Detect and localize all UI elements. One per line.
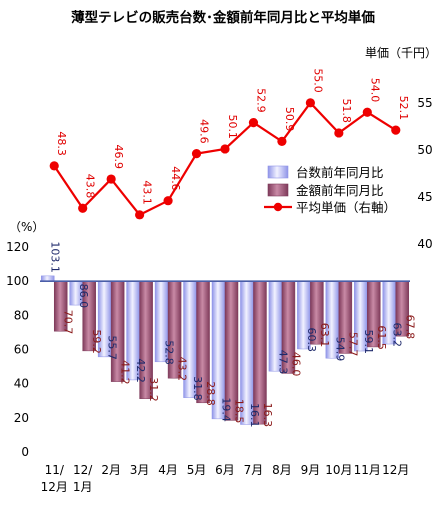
price-line-layer: 48.3 43.8 46.9 43.1 44.6 49.6 50.1 52.9 50.9 55.0… — [49, 68, 410, 220]
data-label-price: 48.3 — [55, 131, 68, 156]
category-label: 12月 — [382, 463, 409, 477]
category-label: 7月 — [244, 463, 264, 477]
price-marker — [163, 196, 173, 206]
left-tick-label: 120 — [6, 240, 29, 254]
category-label: 4月 — [158, 463, 178, 477]
data-label-amount: 70.7 — [62, 310, 75, 335]
data-label-count: 52.8 — [163, 340, 176, 365]
legend-swatch-amount — [267, 183, 289, 197]
data-label-price: 43.1 — [141, 180, 154, 205]
category-label: 12/1月 — [73, 463, 93, 494]
right-tick-label: 50 — [417, 143, 432, 157]
data-label-count: 47.3 — [276, 350, 289, 375]
data-label-price: 50.9 — [283, 107, 296, 132]
left-axis-unit: （%） — [9, 220, 44, 234]
right-axis-unit: 単価（千円） — [365, 46, 437, 60]
price-marker — [106, 174, 116, 184]
right-tick-label: 55 — [417, 96, 432, 110]
category-label: 11/12月 — [41, 463, 68, 494]
left-tick-label: 80 — [14, 308, 29, 322]
data-label-count: 59.1 — [362, 330, 375, 355]
data-label-amount: 61.5 — [375, 325, 388, 350]
data-label-count: 19.4 — [220, 397, 233, 422]
data-label-count: 86.0 — [77, 284, 90, 309]
data-label-price: 54.0 — [368, 78, 381, 103]
data-label-count: 16.1 — [248, 403, 261, 428]
chart-title: 薄型テレビの販売台数･金額前年同月比と平均単価 — [71, 9, 375, 26]
data-label-price: 44.6 — [169, 166, 182, 191]
data-label-count: 42.2 — [134, 358, 147, 383]
data-label-amount: 31.2 — [147, 377, 160, 402]
category-label: 11月 — [354, 463, 381, 477]
legend-swatch-count — [267, 165, 289, 179]
data-label-amount: 67.8 — [403, 315, 416, 340]
price-marker — [305, 98, 315, 108]
data-label-amount: 43.2 — [176, 357, 189, 382]
price-marker — [391, 125, 401, 135]
category-label: 6月 — [215, 463, 235, 477]
labels-layer: 103.1 70.786.0 59.2 55.741.2 42.231.252.843.… — [49, 241, 417, 427]
left-tick-label: 0 — [21, 445, 29, 459]
data-label-amount: 41.2 — [119, 360, 132, 385]
price-marker — [135, 210, 145, 220]
legend-label-count: 台数前年同月比 — [296, 165, 384, 180]
data-label-amount: 59.2 — [90, 329, 103, 354]
left-tick-label: 60 — [14, 343, 29, 357]
left-tick-label: 20 — [14, 411, 29, 425]
legend: 台数前年同月比 金額前年同月比 平均単価（右軸） — [264, 165, 396, 215]
price-marker — [248, 117, 259, 128]
price-marker — [49, 161, 59, 171]
category-label: 2月 — [101, 463, 121, 477]
category-label: 5月 — [187, 463, 207, 477]
data-label-amount: 16.3 — [261, 403, 274, 428]
left-tick-label: 40 — [14, 377, 29, 391]
category-label: 8月 — [272, 463, 292, 477]
right-tick-label: 40 — [417, 237, 432, 251]
category-label: 9月 — [301, 463, 321, 477]
right-tick-label: 45 — [417, 190, 432, 204]
left-tick-label: 100 — [6, 274, 29, 288]
data-label-count: 103.1 — [49, 241, 62, 273]
category-label: 10月 — [325, 463, 352, 477]
data-label-price: 46.9 — [112, 145, 125, 170]
price-marker — [78, 203, 88, 213]
data-label-count: 54.9 — [333, 337, 346, 362]
data-label-price: 50.1 — [226, 114, 239, 139]
data-label-count: 63.2 — [390, 323, 403, 348]
legend-marker-price — [273, 202, 283, 212]
data-label-count: 55.7 — [106, 335, 119, 360]
price-marker — [277, 136, 287, 147]
legend-label-amount: 金額前年同月比 — [296, 183, 384, 198]
data-label-count: 31.8 — [191, 376, 204, 401]
price-marker — [191, 149, 202, 159]
data-label-count: 60.3 — [305, 327, 318, 352]
data-label-price: 43.8 — [84, 174, 97, 199]
data-label-price: 49.6 — [198, 119, 211, 144]
category-label: 3月 — [130, 463, 150, 477]
data-label-price: 52.1 — [397, 96, 410, 121]
data-label-price: 51.8 — [340, 98, 353, 123]
price-marker — [220, 144, 230, 154]
price-marker — [362, 107, 372, 117]
data-label-price: 55.0 — [311, 68, 324, 93]
legend-label-price: 平均単価（右軸） — [296, 200, 396, 215]
data-label-amount: 46.0 — [289, 352, 302, 377]
data-label-amount: 63.1 — [318, 323, 331, 348]
data-label-amount: 18.5 — [233, 399, 246, 424]
data-label-amount: 57.7 — [346, 332, 359, 357]
data-label-price: 52.9 — [254, 88, 267, 113]
price-marker — [334, 128, 344, 138]
data-label-amount: 28.8 — [204, 381, 217, 406]
bars-layer — [40, 275, 410, 425]
